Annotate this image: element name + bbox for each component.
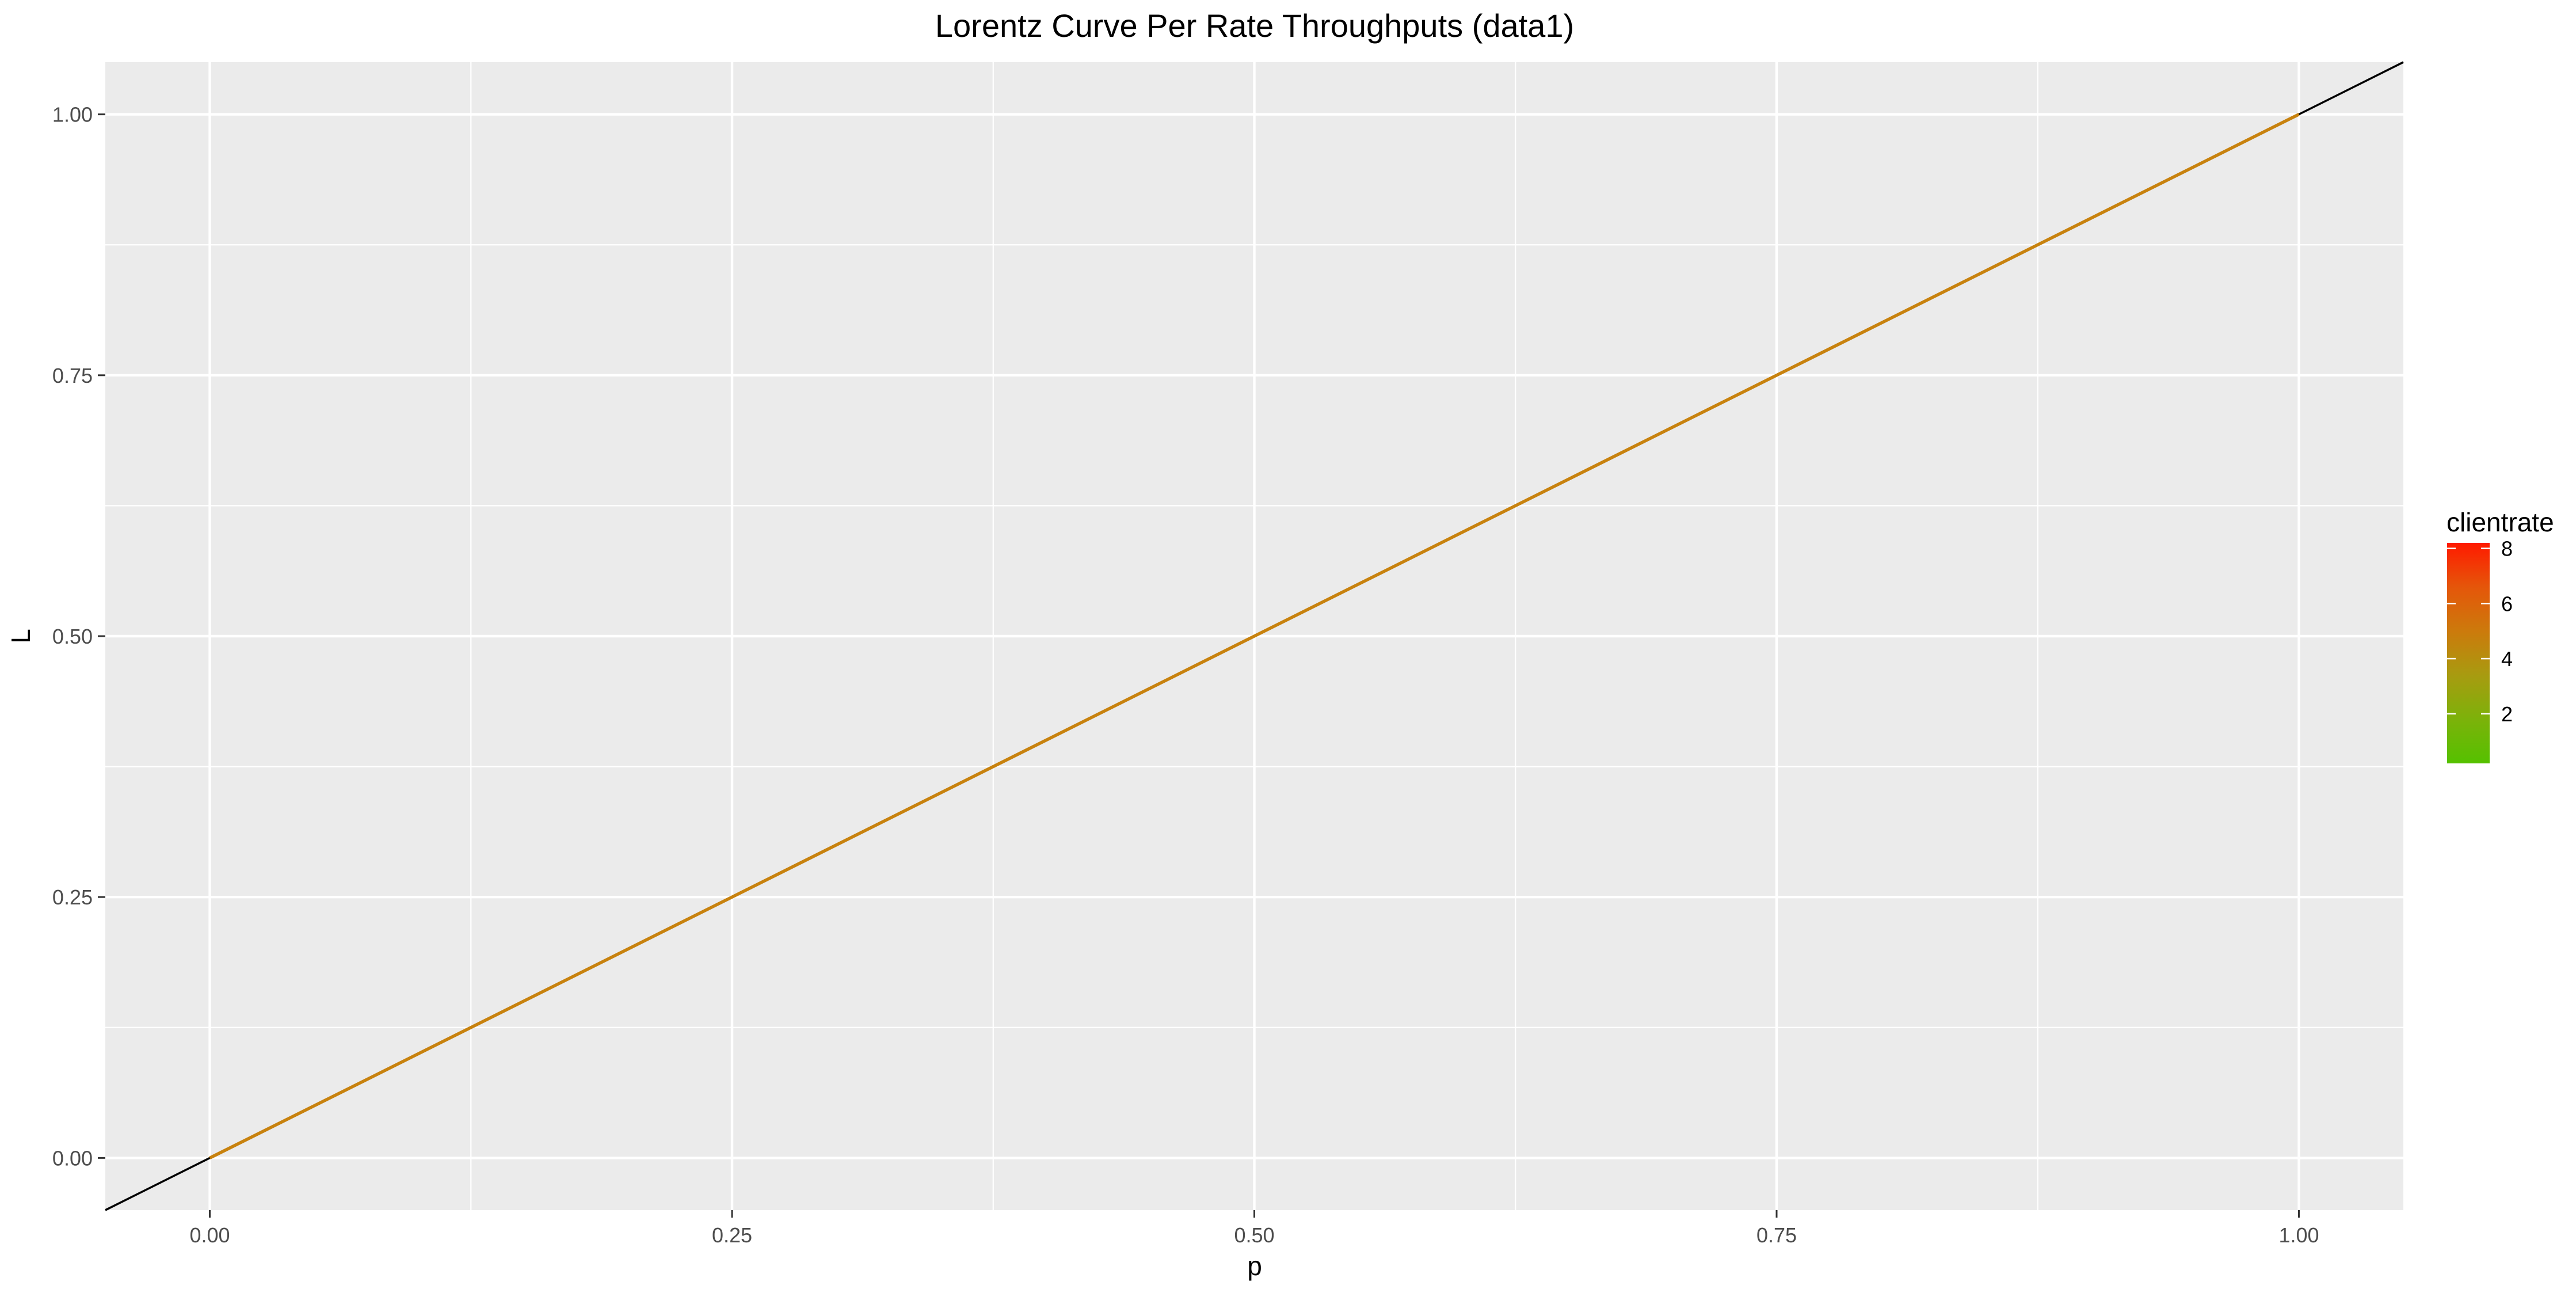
- legend-tick-label: 2: [2501, 702, 2513, 726]
- x-tick-label: 0.00: [189, 1223, 230, 1247]
- x-axis-title: p: [1247, 1251, 1262, 1281]
- chart-title: Lorentz Curve Per Rate Throughputs (data…: [935, 7, 1574, 44]
- x-tick-label: 0.75: [1756, 1223, 1797, 1247]
- x-tick-label: 0.25: [712, 1223, 752, 1247]
- legend: clientrate 2 4 6 8: [2447, 507, 2554, 763]
- legend-title: clientrate: [2447, 507, 2554, 537]
- legend-tick-label: 4: [2501, 647, 2513, 671]
- lorentz-curve-line: [209, 113, 2300, 1159]
- y-tick-label: 1.00: [52, 103, 93, 127]
- legend-tick-label: 8: [2501, 537, 2513, 561]
- y-tick-label: 0.75: [52, 364, 93, 387]
- y-tick-label: 0.00: [52, 1146, 93, 1170]
- chart-marks: [105, 61, 2404, 1211]
- x-tick-label: 0.50: [1234, 1223, 1274, 1247]
- axis-ticks: 0.00 0.25 0.50 0.75 1.00 0.00 0.25 0.50 0.75 1.00: [52, 103, 2319, 1247]
- legend-tick-label: 6: [2501, 592, 2513, 615]
- y-tick-label: 0.50: [52, 625, 93, 648]
- y-tick-label: 0.25: [52, 885, 93, 909]
- legend-colorbar: [2447, 543, 2490, 763]
- x-tick-label: 1.00: [2278, 1223, 2319, 1247]
- y-axis-title: L: [6, 629, 36, 644]
